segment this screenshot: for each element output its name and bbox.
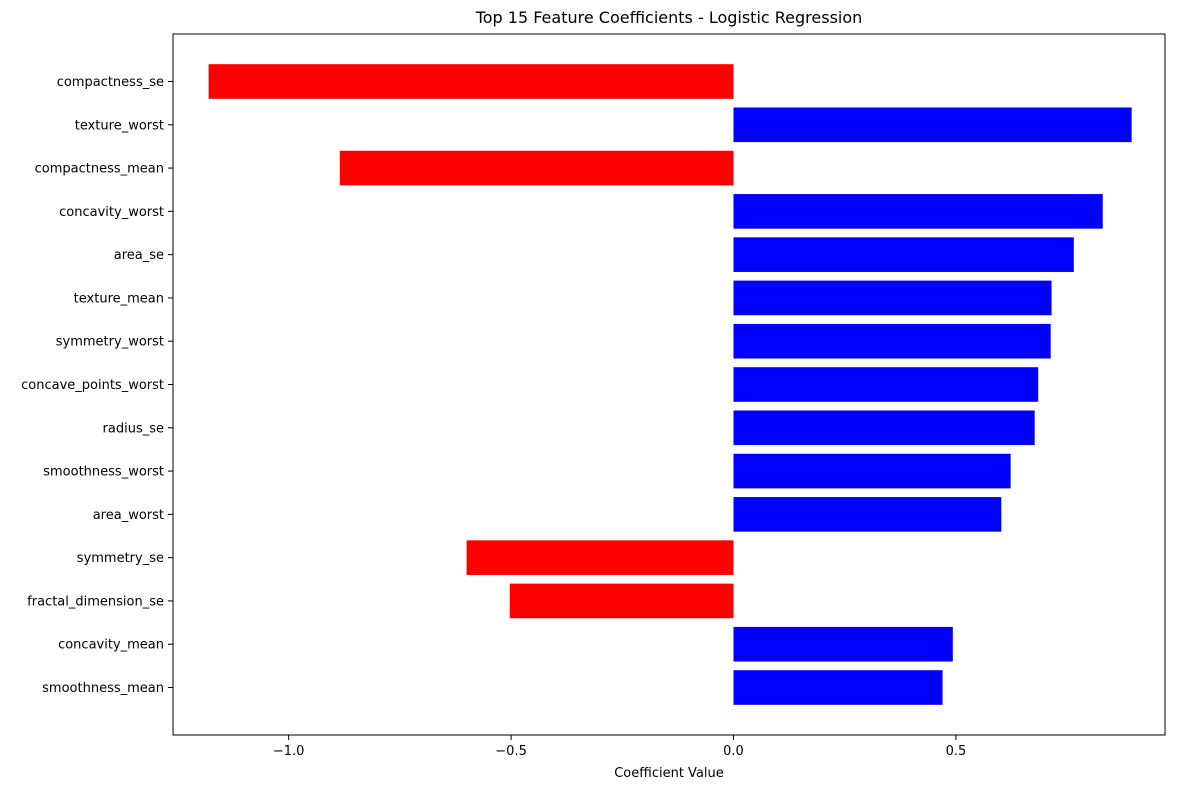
bar-concave-points-worst bbox=[733, 367, 1039, 402]
bar-compactness-se bbox=[208, 64, 734, 99]
chart-title: Top 15 Feature Coefficients - Logistic R… bbox=[475, 8, 863, 27]
bar-area-se bbox=[733, 237, 1074, 272]
bars-layer bbox=[208, 64, 1132, 705]
bar-compactness-mean bbox=[339, 150, 734, 186]
bar-symmetry-se bbox=[466, 540, 734, 575]
y-tick-label: compactness_mean bbox=[35, 162, 164, 177]
x-tick-label: −1.0 bbox=[273, 744, 305, 759]
x-tick-label: 0.5 bbox=[946, 744, 967, 759]
bar-smoothness-worst bbox=[733, 453, 1011, 489]
bar-smoothness-mean bbox=[733, 670, 943, 705]
y-axis: compactness_se texture_worst compactness_m… bbox=[21, 75, 173, 696]
bar-area-worst bbox=[733, 497, 1002, 532]
bar-concavity-mean bbox=[733, 626, 953, 662]
y-tick-label: compactness_se bbox=[57, 75, 164, 90]
bar-texture-mean bbox=[733, 280, 1052, 316]
bar-symmetry-worst bbox=[733, 323, 1051, 359]
bar-fractal-dimension-se bbox=[509, 583, 734, 619]
y-tick-label: texture_mean bbox=[74, 291, 164, 306]
x-axis-label: Coefficient Value bbox=[614, 766, 724, 781]
y-tick-label: radius_se bbox=[103, 421, 164, 436]
y-tick-label: smoothness_worst bbox=[43, 465, 164, 480]
x-tick-label: 0.0 bbox=[723, 744, 744, 759]
y-tick-label: concavity_worst bbox=[59, 205, 164, 220]
x-axis: −1.0 −0.5 0.0 0.5 bbox=[273, 735, 966, 759]
y-tick-label: area_se bbox=[114, 248, 164, 263]
y-tick-label: texture_worst bbox=[75, 118, 164, 133]
y-tick-label: symmetry_worst bbox=[56, 335, 164, 350]
y-tick-label: concavity_mean bbox=[58, 638, 164, 653]
y-tick-label: fractal_dimension_se bbox=[27, 594, 164, 609]
x-tick-label: −0.5 bbox=[495, 744, 527, 759]
y-tick-label: smoothness_mean bbox=[42, 681, 164, 696]
y-tick-label: concave_points_worst bbox=[21, 378, 164, 393]
bar-texture-worst bbox=[733, 107, 1132, 143]
y-tick-label: area_worst bbox=[93, 508, 164, 523]
bar-concavity-worst bbox=[733, 194, 1103, 229]
bar-radius-se bbox=[733, 410, 1035, 446]
y-tick-label: symmetry_se bbox=[77, 551, 164, 566]
